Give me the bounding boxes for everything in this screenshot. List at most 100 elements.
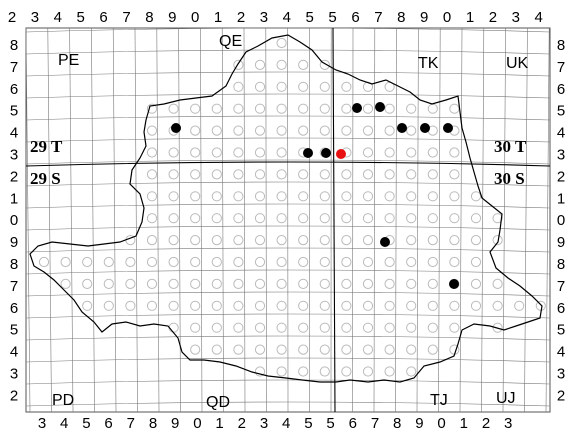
survey-circle bbox=[362, 235, 374, 246]
top-tick-label: 3 bbox=[260, 9, 268, 26]
survey-circle bbox=[319, 81, 330, 92]
grid-line-horizontal bbox=[25, 71, 551, 77]
survey-circle bbox=[298, 366, 309, 377]
top-tick-label: 0 bbox=[443, 9, 451, 26]
grid-line-horizontal bbox=[25, 291, 551, 297]
survey-circle bbox=[211, 169, 222, 180]
survey-circle bbox=[254, 169, 266, 180]
survey-circle bbox=[470, 256, 482, 268]
top-tick-label: 8 bbox=[145, 9, 153, 26]
survey-circle bbox=[406, 235, 417, 246]
survey-circle bbox=[276, 322, 287, 333]
survey-circle bbox=[384, 256, 395, 268]
right-tick-label: 8 bbox=[557, 256, 565, 273]
grid-line-horizontal bbox=[25, 379, 551, 385]
left-tick-label: 5 bbox=[10, 322, 18, 339]
bottom-tick-label: 0 bbox=[193, 415, 201, 432]
left-tick-label: 2 bbox=[10, 387, 18, 404]
grid-line-vertical bbox=[25, 27, 31, 413]
survey-circle bbox=[470, 213, 482, 224]
survey-circle bbox=[60, 278, 71, 289]
survey-circle bbox=[427, 344, 438, 355]
survey-circle bbox=[514, 300, 525, 311]
top-tick-label: 0 bbox=[191, 9, 199, 26]
survey-circle bbox=[233, 213, 244, 224]
top-tick-label: 6 bbox=[351, 9, 359, 26]
survey-circle bbox=[384, 322, 395, 333]
survey-circle bbox=[60, 256, 71, 268]
top-tick-label: 2 bbox=[489, 9, 497, 26]
survey-circle bbox=[233, 256, 244, 268]
survey-circle bbox=[362, 147, 374, 158]
survey-circle bbox=[276, 191, 287, 202]
record-dot bbox=[303, 148, 313, 158]
survey-circle bbox=[298, 300, 309, 311]
right-tick-label: 9 bbox=[557, 234, 565, 251]
survey-circle bbox=[341, 278, 352, 289]
top-tick-label: 4 bbox=[535, 9, 543, 26]
survey-circle bbox=[362, 300, 374, 311]
survey-circle bbox=[168, 278, 179, 289]
survey-circle bbox=[319, 191, 330, 202]
grid-line-vertical bbox=[91, 27, 95, 413]
survey-circle bbox=[449, 256, 460, 268]
survey-circle bbox=[233, 103, 244, 114]
zone-label-29s: 29 S bbox=[30, 169, 61, 188]
survey-circle bbox=[254, 213, 266, 224]
survey-circle bbox=[233, 278, 244, 289]
square-label-uk: UK bbox=[506, 55, 529, 72]
grid-line-vertical bbox=[112, 27, 117, 413]
survey-circle bbox=[492, 235, 503, 246]
survey-circle bbox=[341, 169, 352, 180]
record-dot bbox=[397, 123, 407, 133]
grid-labels: 2 3 4 5 6 7 8 9 0 1 2 3 4 5 5 6 7 8 9 0 1 2 3 43 4 5 6 7 8 9 0 1 2 3 4 5 5 6 7… bbox=[8, 9, 565, 432]
survey-circle bbox=[298, 235, 309, 246]
survey-circle bbox=[384, 147, 395, 158]
survey-circle bbox=[211, 344, 222, 355]
survey-circle bbox=[168, 235, 179, 246]
survey-circle bbox=[276, 344, 287, 355]
survey-circle bbox=[449, 103, 460, 114]
survey-circle bbox=[449, 235, 460, 246]
grid-line-vertical bbox=[178, 27, 181, 413]
survey-circle bbox=[362, 344, 374, 355]
record-dot-highlight bbox=[336, 149, 346, 159]
survey-circle bbox=[319, 125, 330, 136]
survey-circle bbox=[406, 366, 417, 377]
survey-circle bbox=[146, 256, 158, 268]
survey-circle bbox=[211, 256, 222, 268]
survey-circle bbox=[168, 103, 179, 114]
grid-line-vertical bbox=[545, 27, 550, 413]
survey-circle bbox=[470, 191, 482, 202]
survey-circle bbox=[254, 300, 266, 311]
bottom-tick-label: 9 bbox=[415, 415, 423, 432]
survey-circle bbox=[427, 235, 438, 246]
survey-circle bbox=[233, 191, 244, 202]
left-tick-label: 6 bbox=[10, 300, 18, 317]
bottom-tick-label: 7 bbox=[127, 415, 135, 432]
survey-circle bbox=[211, 235, 222, 246]
grid-line-vertical bbox=[156, 27, 160, 413]
survey-circle bbox=[319, 300, 330, 311]
zone-boundary-band bbox=[25, 161, 551, 167]
survey-circle bbox=[190, 147, 201, 158]
survey-circle bbox=[319, 235, 330, 246]
survey-circle bbox=[362, 213, 374, 224]
grid-line-vertical bbox=[243, 27, 246, 413]
survey-circle bbox=[384, 213, 395, 224]
survey-circle bbox=[449, 169, 460, 180]
survey-circle bbox=[319, 322, 330, 333]
survey-circle bbox=[319, 169, 330, 180]
survey-circle bbox=[406, 322, 417, 333]
zone-label-30s: 30 S bbox=[494, 169, 525, 188]
left-tick-label: 3 bbox=[10, 147, 18, 164]
bottom-tick-label: 2 bbox=[482, 415, 490, 432]
survey-circle bbox=[254, 191, 266, 202]
survey-circle bbox=[233, 300, 244, 311]
bottom-tick-label: 0 bbox=[437, 415, 445, 432]
survey-circle bbox=[233, 235, 244, 246]
survey-circle bbox=[276, 169, 287, 180]
survey-circle bbox=[298, 191, 309, 202]
survey-circle bbox=[254, 81, 266, 92]
top-tick-label: 2 bbox=[237, 9, 245, 26]
